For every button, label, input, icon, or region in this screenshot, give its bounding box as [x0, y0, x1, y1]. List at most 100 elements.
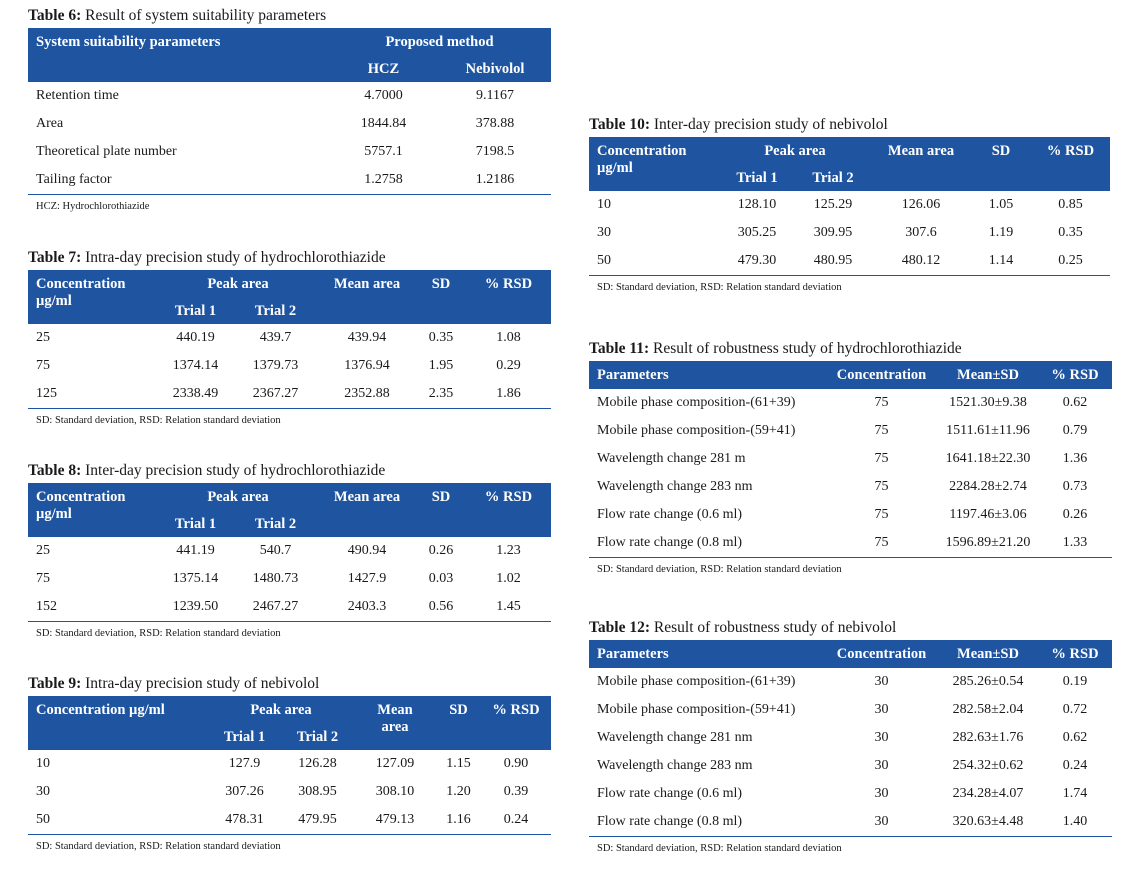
header-hcz: HCZ [328, 56, 439, 82]
table-cell: 1.14 [971, 247, 1031, 276]
table-cell: 75 [874, 423, 889, 438]
table-cell: 75 [874, 507, 889, 522]
table-cell: 479.13 [354, 806, 436, 835]
table-cell: 0.39 [503, 784, 529, 799]
table-12-title: Result of robustness study of nebivolol [653, 619, 897, 636]
table-row: Mobile phase composition-(61+39) 30 285.26… [589, 668, 1112, 696]
table-cell: 309.95 [813, 225, 853, 240]
table-cell: 0.19 [1062, 674, 1088, 689]
table-cell: 1.16 [436, 806, 481, 835]
table-cell: 2338.49 [158, 380, 233, 409]
table-8-block: Table 8: Inter-day precision study of hy… [28, 461, 551, 640]
table-8-footnote: SD: Standard deviation, RSD: Relation st… [36, 628, 281, 639]
table-cell: 0.56 [416, 593, 466, 622]
table-10-block: Table 10: Inter-day precision study of n… [589, 115, 1110, 294]
table-cell: 440.19 [176, 330, 215, 345]
header-trial-2: Trial 2 [281, 724, 354, 750]
table-cell: 0.35 [1058, 225, 1083, 240]
table-6-title: Result of system suitability parameters [85, 7, 327, 24]
table-cell: 30 [36, 784, 50, 799]
header-concentration: Concentration µg/ml [28, 696, 208, 750]
header-trial-2: Trial 2 [233, 511, 318, 537]
table-cell: 30 [874, 758, 889, 773]
table-cell: 1376.94 [344, 358, 390, 373]
table-7: Concentration µg/ml Peak area Mean area S… [28, 270, 551, 409]
header-sd: SD [971, 137, 1031, 165]
table-cell: 7198.5 [475, 144, 515, 159]
table-cell: 125.29 [813, 197, 853, 212]
table-cell: 4.7000 [364, 88, 403, 103]
table-cell: 30 [874, 730, 889, 745]
header-rsd: % RSD [466, 483, 551, 511]
table-cell: 2352.88 [318, 380, 416, 409]
table-cell: 30 [874, 786, 889, 801]
table-cell: 128.10 [737, 197, 777, 212]
table-row: Mobile phase composition-(61+39) 75 1521.3… [589, 389, 1112, 417]
table-row: 50 478.31 479.95 479.13 1.16 0.24 [28, 806, 551, 835]
table-6: System suitability parameters Proposed m… [28, 28, 551, 195]
table-8: Concentration µg/ml Peak area Mean area S… [28, 483, 551, 622]
table-cell: 1521.30±9.38 [949, 395, 1027, 410]
table-cell: 1844.84 [360, 116, 407, 131]
header-parameters: Parameters [589, 361, 825, 389]
table-cell: 1239.50 [158, 593, 233, 622]
table-11-block: Table 11: Result of robustness study of … [589, 339, 1112, 576]
table-cell: 1.45 [466, 593, 551, 622]
header-trial-1: Trial 1 [158, 298, 233, 324]
table-9-title: Intra-day precision study of nebivolol [85, 675, 320, 692]
table-cell: Retention time [36, 88, 119, 103]
table-10-footnote: SD: Standard deviation, RSD: Relation st… [597, 282, 842, 293]
table-cell: 1.20 [446, 784, 471, 799]
table-cell: 0.35 [428, 330, 454, 345]
header-rsd: % RSD [481, 696, 551, 724]
table-cell: 0.62 [1062, 395, 1088, 410]
table-row: Mobile phase composition-(59+41) 75 1511.6… [589, 417, 1112, 445]
table-row: 25 440.19 439.7 439.94 0.35 1.08 [28, 324, 551, 352]
table-cell: 0.62 [1062, 730, 1088, 745]
table-cell: 75 [36, 358, 50, 373]
table-12-caption: Table 12: Result of robustness study of … [589, 618, 1112, 640]
table-cell: 1374.14 [172, 358, 219, 373]
table-cell: 2284.28±2.74 [949, 479, 1027, 494]
table-cell: 125 [28, 380, 158, 409]
table-cell: Mobile phase composition-(61+39) [597, 674, 796, 689]
table-10-label: Table 10: [589, 116, 651, 133]
table-cell: Mobile phase composition-(59+41) [597, 702, 796, 717]
table-cell: 1.05 [988, 197, 1014, 212]
table-row: Wavelength change 281 nm 30 282.63±1.76 0.6… [589, 724, 1112, 752]
table-6-caption: Table 6: Result of system suitability pa… [28, 6, 551, 28]
header-peak-area: Peak area [158, 483, 318, 511]
table-9: Concentration µg/ml Peak area Mean area S… [28, 696, 551, 835]
table-cell: 1427.9 [347, 571, 387, 586]
table-cell: 480.95 [795, 247, 871, 276]
table-cell: 10 [36, 756, 50, 771]
header-mean-sd: Mean±SD [938, 640, 1038, 668]
table-cell: Flow rate change (0.8 ml) [589, 529, 825, 558]
table-cell: 1.33 [1038, 529, 1112, 558]
table-cell: 0.26 [1062, 507, 1088, 522]
table-cell: 439.94 [347, 330, 387, 345]
header-rsd: % RSD [1038, 361, 1112, 389]
header-concentration: Concentration µg/ml [28, 483, 158, 537]
table-cell: 540.7 [259, 543, 292, 558]
table-cell: 0.26 [428, 543, 454, 558]
table-cell: 0.25 [1031, 247, 1110, 276]
table-cell: 307.6 [905, 225, 937, 240]
table-cell: 439.7 [259, 330, 292, 345]
table-cell: 282.63±1.76 [952, 730, 1024, 745]
table-cell: 50 [589, 247, 719, 276]
table-cell: 1.74 [1062, 786, 1088, 801]
table-cell: 75 [874, 451, 889, 466]
table-11: Parameters Concentration Mean±SD % RSD M… [589, 361, 1112, 558]
table-11-label: Table 11: [589, 340, 650, 357]
header-trial-1: Trial 1 [208, 724, 281, 750]
table-6-label: Table 6: [28, 7, 82, 24]
table-cell: 30 [874, 702, 889, 717]
table-cell: 127.9 [228, 756, 261, 771]
table-cell: 308.95 [298, 784, 337, 799]
table-cell: Wavelength change 281 m [597, 451, 746, 466]
table-cell: Flow rate change (0.6 ml) [597, 786, 743, 801]
table-cell: 30 [825, 808, 938, 837]
table-cell: 234.28±4.07 [952, 786, 1024, 801]
header-mean-area: Mean area [318, 270, 416, 298]
